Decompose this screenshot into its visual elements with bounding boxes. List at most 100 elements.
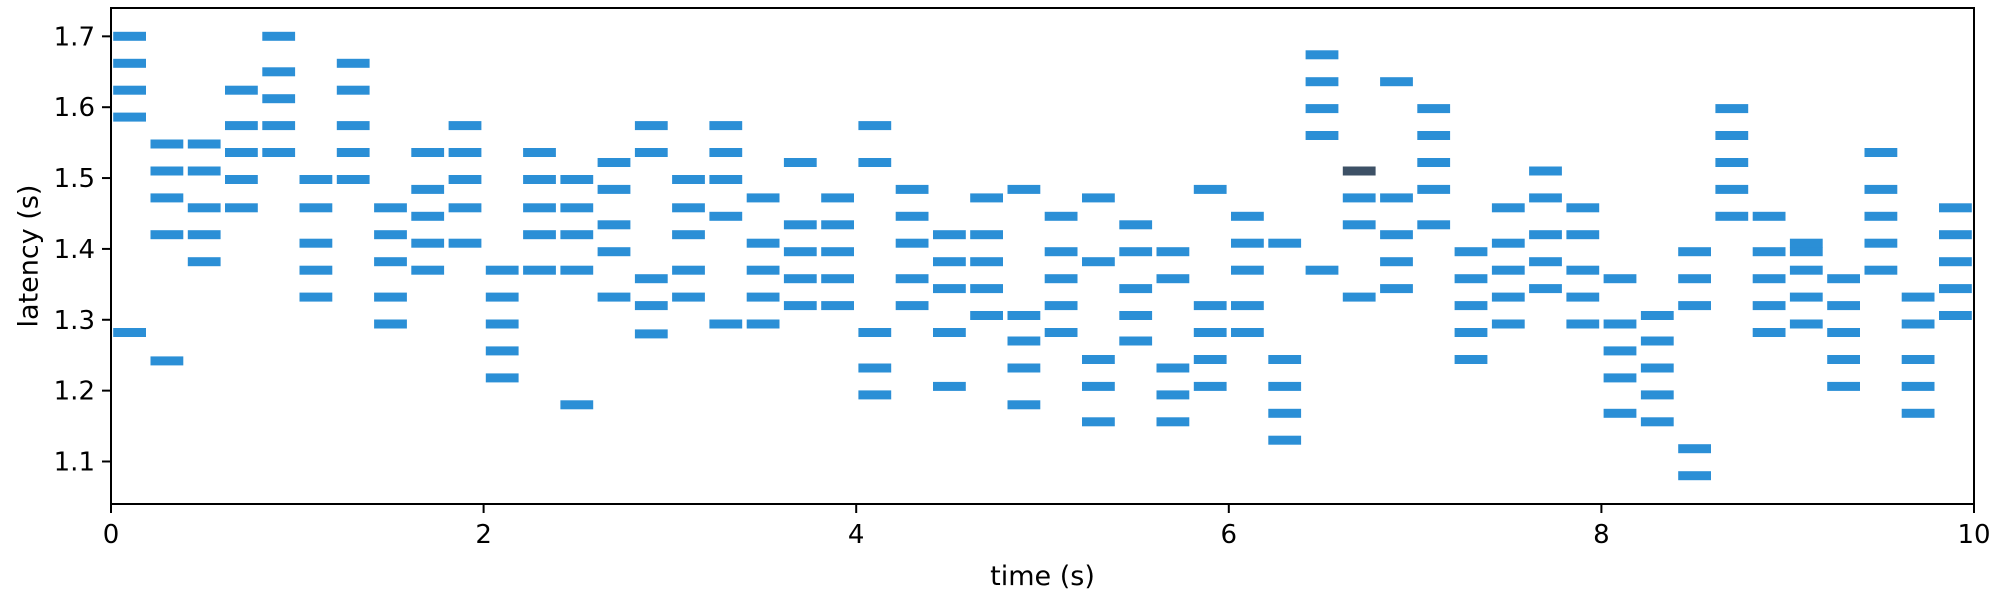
raster-bar — [1715, 211, 1749, 221]
raster-bar — [821, 301, 854, 311]
raster-bar — [1119, 220, 1153, 230]
raster-bar — [783, 274, 817, 284]
raster-bar — [1305, 50, 1339, 60]
raster-bar — [560, 230, 594, 240]
raster-bar — [821, 274, 854, 284]
raster-bar — [1119, 247, 1153, 257]
raster-bar — [821, 220, 854, 230]
raster-bar — [411, 184, 445, 194]
raster-bar — [150, 356, 184, 366]
raster-bar — [1044, 328, 1078, 337]
raster-bar — [1231, 328, 1264, 337]
raster-bar — [523, 175, 556, 184]
raster-bar — [336, 121, 370, 131]
raster-bar — [634, 274, 668, 284]
raster-bar — [1752, 328, 1786, 337]
raster-bar — [485, 346, 519, 356]
raster-bar — [299, 203, 333, 213]
raster-bar — [746, 265, 780, 275]
raster-bar — [1529, 284, 1562, 294]
raster-bar — [411, 238, 445, 248]
raster-bar — [1864, 265, 1898, 275]
raster-bar — [1380, 257, 1413, 267]
raster-bar — [374, 292, 407, 302]
y-tick-label: 1.7 — [54, 22, 95, 52]
raster-bar — [1678, 247, 1711, 257]
raster-bar — [1268, 238, 1302, 248]
raster-bar — [970, 193, 1003, 203]
raster-bar — [1454, 328, 1488, 337]
raster-bar — [1491, 238, 1525, 248]
raster-bar — [1789, 247, 1823, 257]
raster-bar — [374, 203, 407, 213]
raster-bar — [560, 265, 594, 275]
raster-bar — [1044, 274, 1078, 284]
raster-bar — [1491, 292, 1525, 302]
raster-bar — [1603, 373, 1637, 383]
raster-bar — [1603, 346, 1637, 356]
raster-bar — [1082, 257, 1115, 267]
raster-bar — [485, 292, 519, 302]
raster-bar — [1640, 417, 1674, 427]
raster-bar — [225, 175, 258, 184]
raster-bar — [672, 230, 705, 240]
raster-bar — [597, 184, 631, 194]
raster-bar — [1640, 363, 1674, 373]
raster-bar — [709, 211, 743, 221]
raster-bar — [1939, 257, 1972, 267]
raster-bar — [1380, 193, 1413, 203]
raster-bar — [411, 211, 445, 221]
raster-bar — [336, 58, 370, 68]
raster-bar — [262, 67, 296, 77]
raster-bar — [1156, 390, 1190, 400]
raster-bar — [1678, 471, 1711, 481]
raster-bar — [1752, 247, 1786, 257]
raster-bar — [970, 284, 1003, 294]
raster-bar — [1193, 301, 1227, 311]
raster-bar — [374, 257, 407, 267]
raster-bar — [672, 175, 705, 184]
raster-bar — [672, 203, 705, 213]
raster-bar — [1491, 203, 1525, 213]
raster-bar — [1342, 292, 1376, 302]
raster-bar — [1901, 381, 1935, 391]
raster-bar — [1417, 220, 1451, 230]
raster-bar — [746, 319, 780, 329]
raster-bar — [1789, 265, 1823, 275]
x-tick-label: 10 — [1957, 520, 1990, 550]
raster-bar — [225, 203, 258, 213]
raster-bar — [895, 238, 929, 248]
raster-bar — [448, 175, 482, 184]
raster-bar — [1156, 274, 1190, 284]
raster-bar — [150, 139, 184, 149]
raster-bar — [1827, 328, 1860, 337]
raster-bar — [1603, 319, 1637, 329]
raster-bar — [374, 230, 407, 240]
raster-bar — [1380, 230, 1413, 240]
raster-bar — [1268, 381, 1302, 391]
raster-bar — [746, 292, 780, 302]
raster-bar — [821, 247, 854, 257]
raster-bar — [411, 265, 445, 275]
raster-bar — [1417, 131, 1451, 140]
raster-bar — [597, 220, 631, 230]
raster-bar — [113, 31, 146, 41]
x-axis-label: time (s) — [990, 561, 1095, 592]
raster-bar — [1119, 311, 1153, 320]
raster-bar — [485, 265, 519, 275]
raster-bar — [895, 301, 929, 311]
raster-bar — [1678, 444, 1711, 454]
raster-bar — [1380, 284, 1413, 294]
raster-bar — [1640, 336, 1674, 346]
y-tick-label: 1.3 — [54, 306, 95, 336]
raster-bar — [1678, 274, 1711, 284]
raster-bar — [1939, 311, 1972, 320]
raster-bar — [1082, 381, 1115, 391]
raster-bar — [1044, 247, 1078, 257]
raster-bar — [1715, 184, 1749, 194]
raster-bar — [1827, 274, 1860, 284]
raster-bar — [448, 121, 482, 131]
raster-bar — [1082, 193, 1115, 203]
raster-bar — [1789, 319, 1823, 329]
raster-bar — [1864, 184, 1898, 194]
